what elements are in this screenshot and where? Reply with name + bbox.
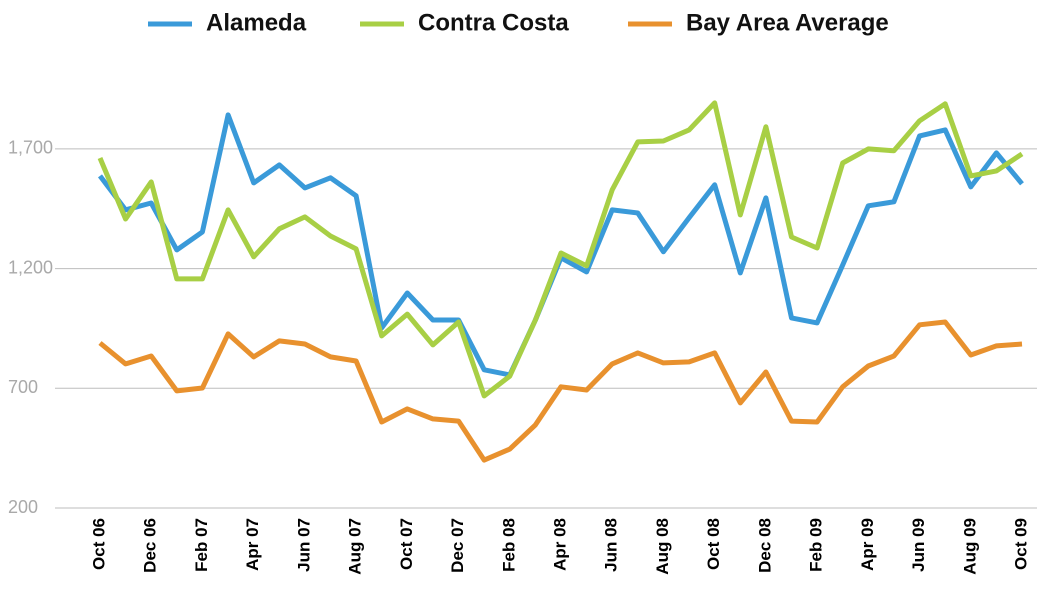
x-tick-label: Apr 08 [550,518,569,571]
series-line [98,112,1024,378]
series-line [98,319,1023,463]
x-tick-label: Aug 09 [960,518,979,575]
x-tick-label: Feb 09 [807,518,826,572]
series-line [97,100,1024,399]
x-tick-label: Jun 07 [294,518,313,572]
legend-label: Contra Costa [418,9,569,36]
x-tick-label: Jun 09 [909,518,928,572]
x-tick-label: Oct 06 [89,518,108,570]
x-tick-label: Aug 08 [653,518,672,575]
x-tick-label: Apr 09 [858,518,877,571]
x-tick-label: Dec 08 [755,518,774,573]
y-tick-label: 700 [8,377,38,397]
y-tick-label: 1,200 [8,257,53,277]
x-tick-label: Aug 07 [346,518,365,575]
y-tick-label: 1,700 [8,138,53,158]
legend-label: Bay Area Average [686,9,889,36]
x-tick-label: Oct 08 [704,518,723,570]
x-tick-label: Jun 08 [602,518,621,572]
x-tick-label: Dec 06 [141,518,160,573]
y-tick-label: 200 [8,497,38,517]
x-tick-label: Apr 07 [243,518,262,571]
x-tick-label: Oct 07 [397,518,416,570]
x-tick-label: Feb 07 [192,518,211,572]
x-tick-label: Dec 07 [448,518,467,573]
x-tick-label: Feb 08 [499,518,518,572]
legend-label: Alameda [206,9,307,36]
x-tick-label: Oct 09 [1011,518,1030,570]
